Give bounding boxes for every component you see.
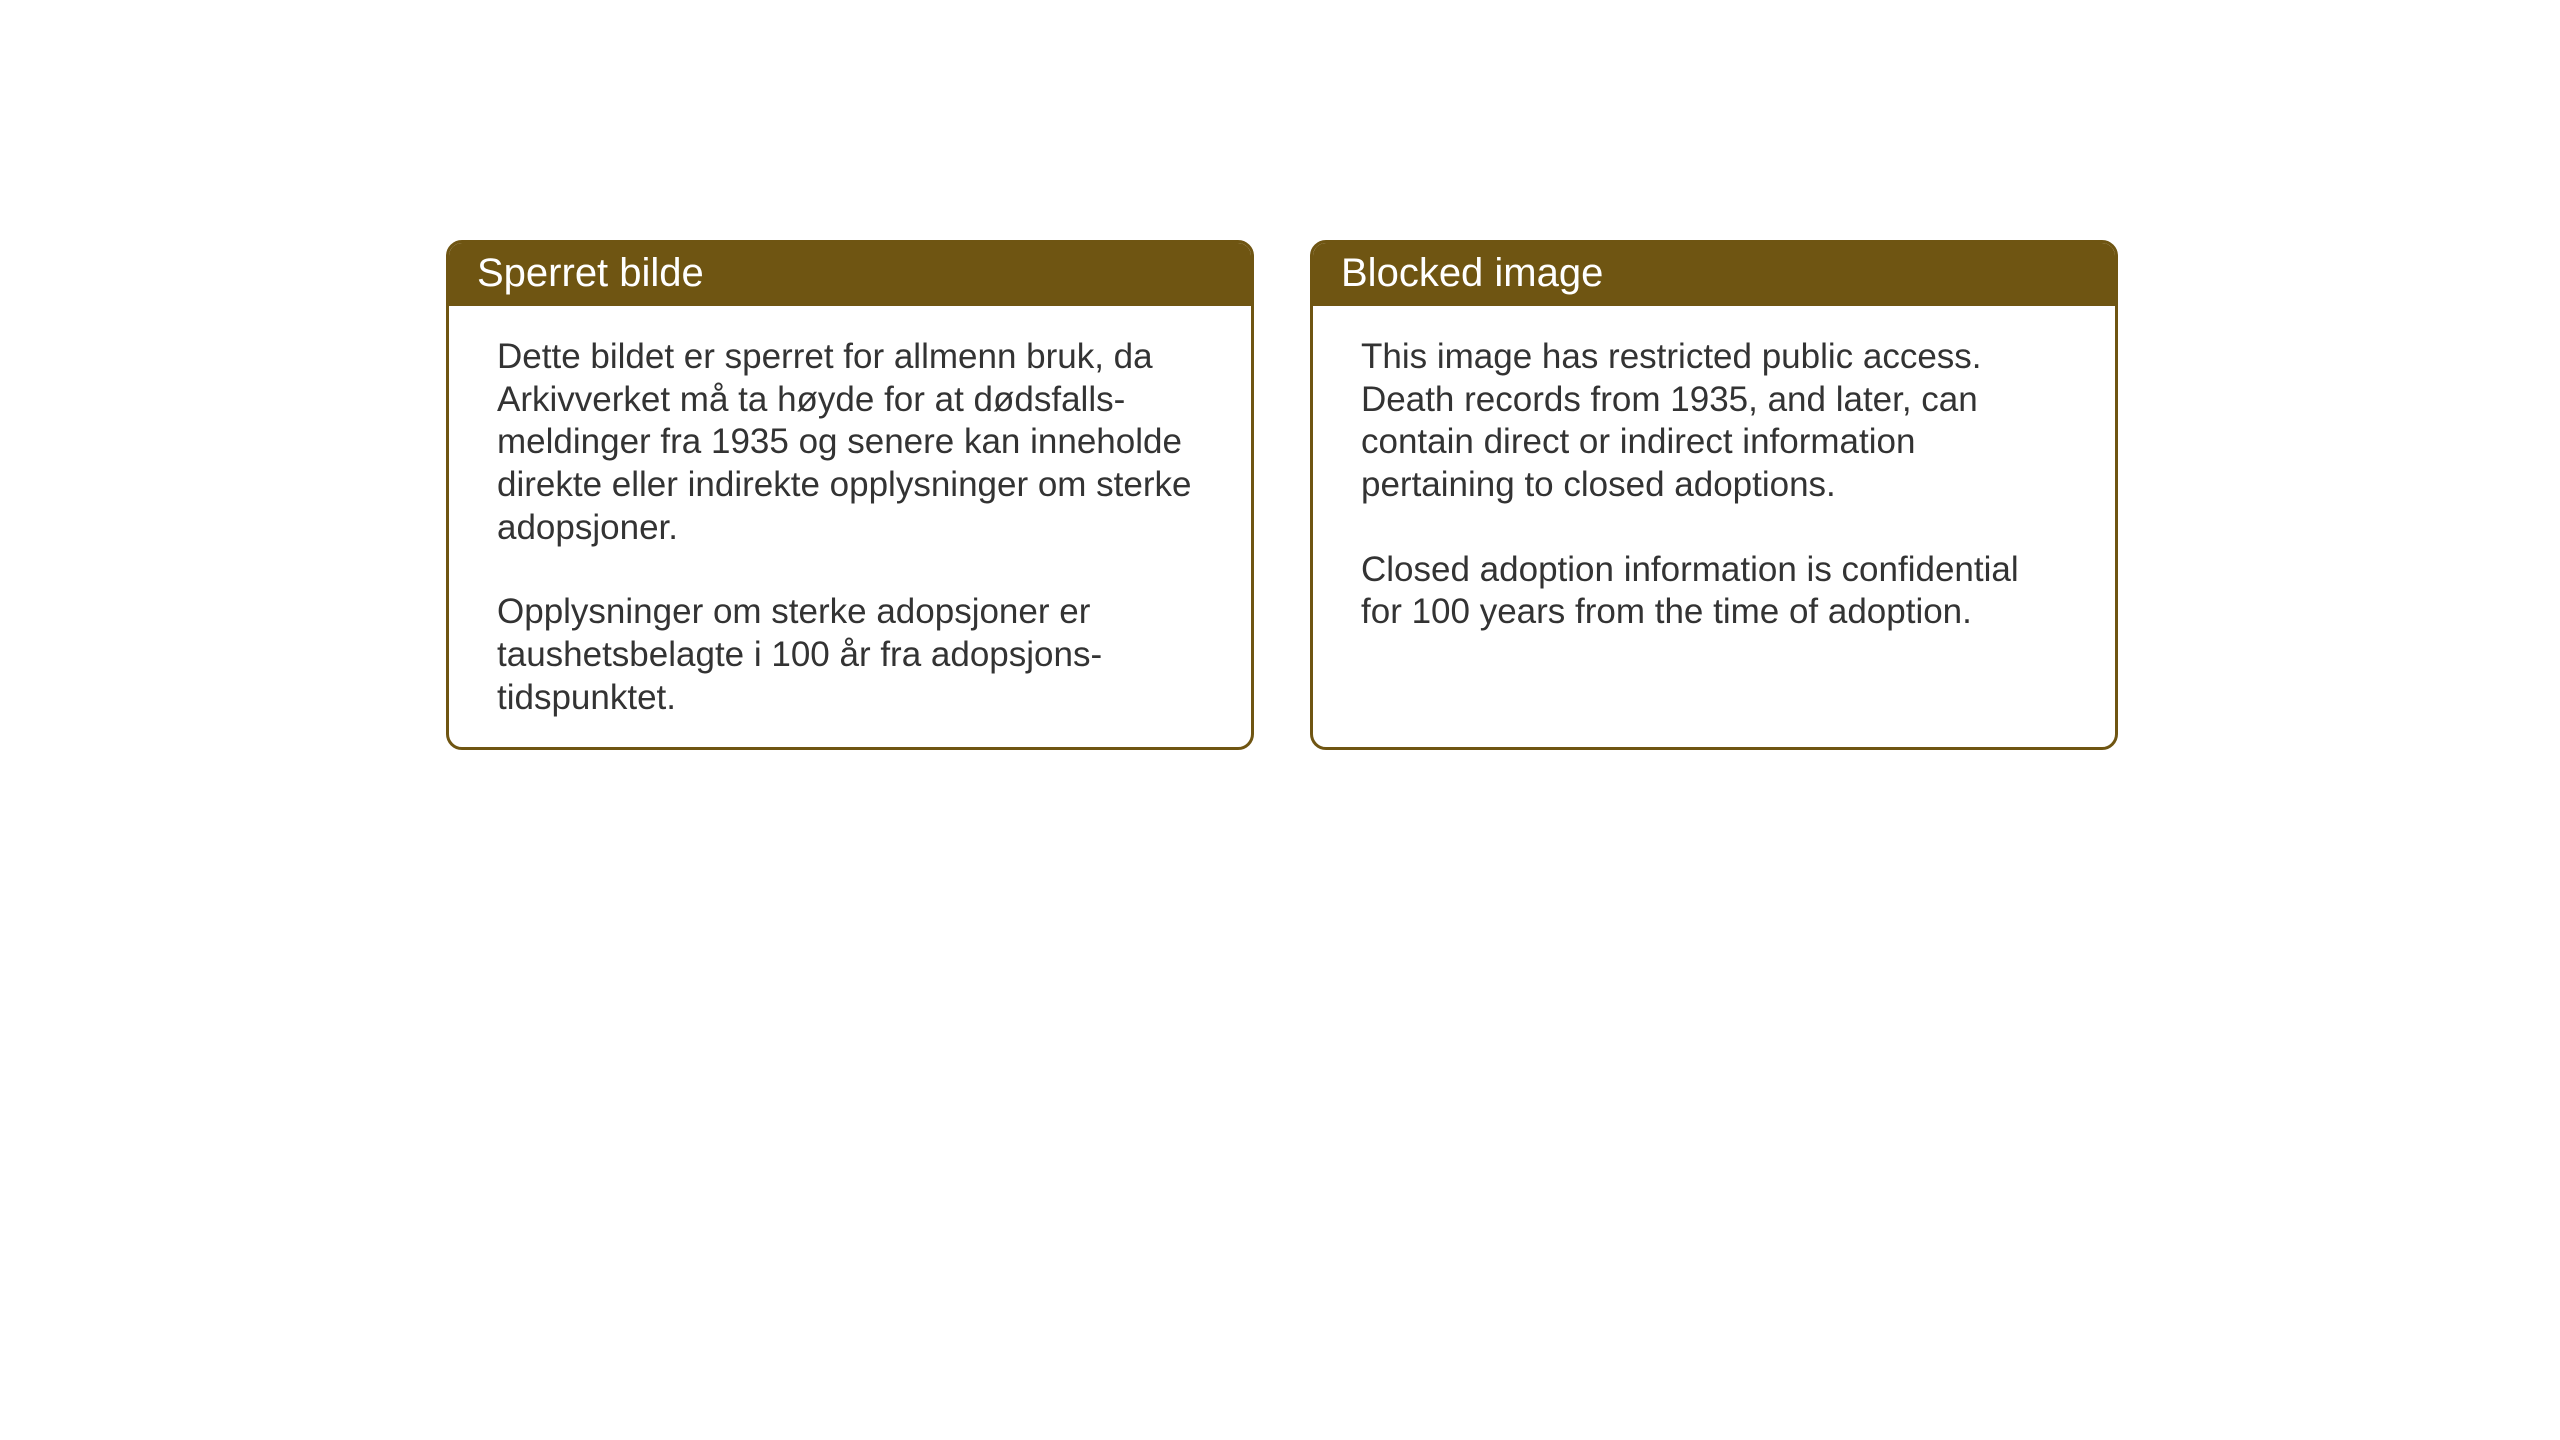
notice-body-english: This image has restricted public access.… (1313, 306, 2115, 664)
notice-title-norwegian: Sperret bilde (477, 251, 704, 295)
notice-header-english: Blocked image (1313, 243, 2115, 306)
notice-paragraph-2-norwegian: Opplysninger om sterke adopsjoner er tau… (497, 591, 1203, 719)
notice-header-norwegian: Sperret bilde (449, 243, 1251, 306)
notice-container: Sperret bilde Dette bildet er sperret fo… (446, 240, 2118, 750)
notice-paragraph-1-norwegian: Dette bildet er sperret for allmenn bruk… (497, 336, 1203, 549)
notice-paragraph-2-english: Closed adoption information is confident… (1361, 549, 2067, 634)
notice-card-english: Blocked image This image has restricted … (1310, 240, 2118, 750)
notice-title-english: Blocked image (1341, 251, 1603, 295)
notice-body-norwegian: Dette bildet er sperret for allmenn bruk… (449, 306, 1251, 750)
notice-paragraph-1-english: This image has restricted public access.… (1361, 336, 2067, 507)
notice-card-norwegian: Sperret bilde Dette bildet er sperret fo… (446, 240, 1254, 750)
